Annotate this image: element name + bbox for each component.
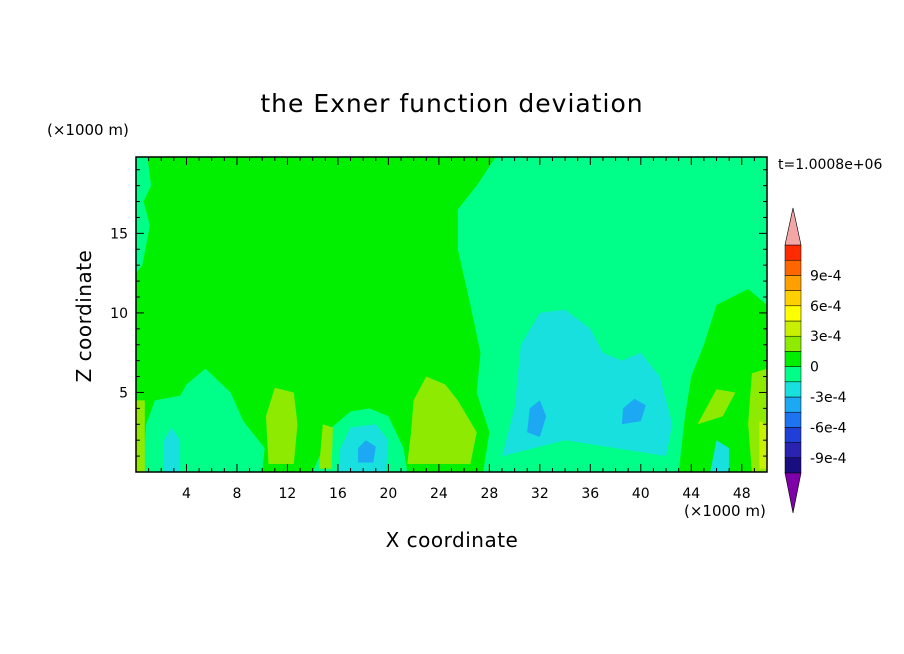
- colorbar-label: -3e-4: [810, 390, 847, 406]
- colorbar-swatch: [784, 290, 802, 307]
- contour-region-11: [136, 400, 145, 472]
- y-tick-label: 15: [110, 226, 128, 242]
- colorbar-swatch: [784, 275, 802, 291]
- colorbar-label: -6e-4: [810, 420, 847, 436]
- colorbar-swatch: [784, 442, 802, 459]
- colorbar-extend-low: [784, 472, 802, 514]
- x-tick-label: 12: [279, 486, 297, 502]
- colorbar-label: 9e-4: [810, 268, 842, 284]
- colorbar-swatch: [784, 381, 802, 398]
- colorbar-swatch: [784, 320, 802, 337]
- colorbar-swatch: [784, 427, 802, 443]
- colorbar-label: 6e-4: [810, 299, 842, 315]
- colorbar-swatch: [784, 259, 802, 276]
- colorbar-swatch: [784, 457, 802, 474]
- contour-field: [136, 157, 767, 472]
- contour-region-7: [163, 427, 181, 472]
- contour-region-12: [319, 424, 333, 469]
- y-axis-label: Z coordinate: [72, 250, 96, 383]
- contour-region-8: [710, 440, 730, 472]
- colorbar-swatch: [784, 244, 802, 261]
- time-label: t=1.0008e+06: [778, 157, 882, 173]
- colorbar-label: 0: [810, 360, 819, 376]
- contour-region-15: [759, 421, 767, 469]
- x-tick-label: 4: [182, 486, 191, 502]
- x-tick-label: 40: [632, 486, 650, 502]
- contour-region-10: [407, 376, 477, 464]
- x-axis-ticks: 4 8 12 16 20 24 28 32 36 40 44 48: [148, 157, 755, 502]
- contour-region-16: [527, 400, 547, 437]
- chart-title: the Exner function deviation: [260, 89, 643, 118]
- colorbar-swatch: [784, 351, 802, 367]
- x-axis-label: X coordinate: [386, 528, 519, 552]
- contour-region-18: [358, 440, 376, 463]
- colorbar-swatch: [784, 411, 802, 428]
- x-axis-unit: (×1000 m): [684, 502, 766, 520]
- y-tick-label: 10: [110, 306, 128, 322]
- x-tick-label: 36: [581, 486, 599, 502]
- x-tick-label: 44: [682, 486, 700, 502]
- y-tick-label: 5: [119, 385, 128, 401]
- x-tick-label: 32: [531, 486, 549, 502]
- colorbar-swatch: [784, 335, 802, 352]
- x-tick-label: 20: [379, 486, 397, 502]
- colorbar: 9e-4 6e-4 3e-4 0 -3e-4 -6e-4 -9e-4: [784, 207, 847, 514]
- contour-region-17: [621, 398, 646, 425]
- colorbar-swatch: [784, 396, 802, 413]
- colorbar-swatch: [784, 366, 802, 383]
- contour-region-14: [697, 389, 736, 425]
- colorbar-swatch: [784, 305, 802, 322]
- colorbar-extend-high: [784, 207, 802, 246]
- contour-region-9: [266, 387, 298, 464]
- x-tick-label: 28: [480, 486, 498, 502]
- x-tick-label: 8: [232, 486, 241, 502]
- colorbar-label: -9e-4: [810, 451, 847, 467]
- x-tick-label: 24: [430, 486, 448, 502]
- x-tick-label: 16: [329, 486, 347, 502]
- y-axis-ticks: 5 10 15: [110, 169, 767, 457]
- y-axis-unit: (×1000 m): [47, 121, 129, 139]
- colorbar-label: 3e-4: [810, 329, 842, 345]
- x-tick-label: 48: [733, 486, 751, 502]
